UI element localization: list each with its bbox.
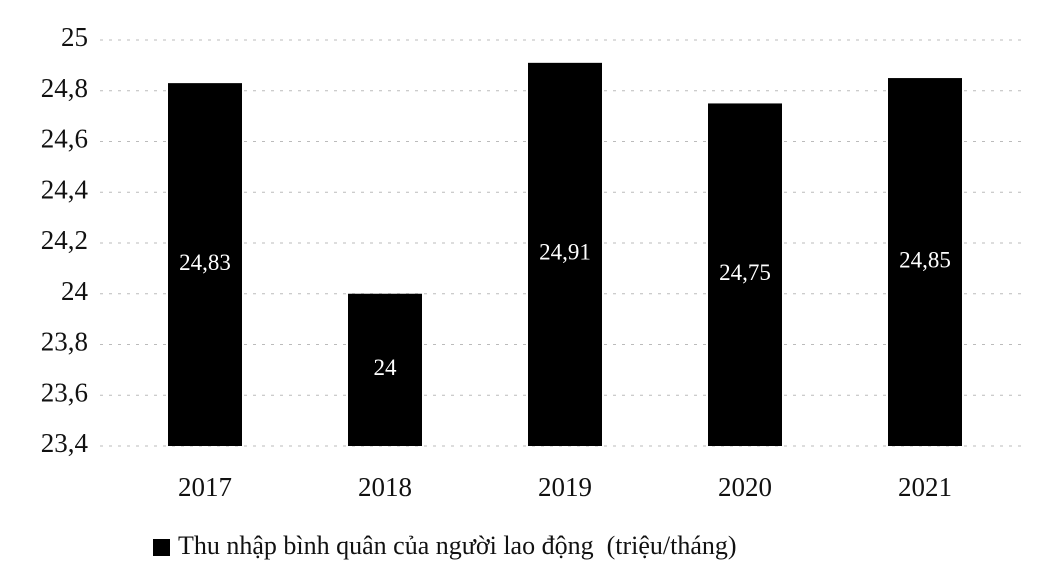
x-tick-label: 2021 bbox=[898, 472, 952, 502]
bar bbox=[528, 62, 602, 447]
y-tick-label: 24 bbox=[61, 276, 89, 306]
x-tick-label: 2019 bbox=[538, 472, 592, 502]
y-tick-label: 23,4 bbox=[41, 428, 89, 458]
data-label: 24,75 bbox=[719, 260, 771, 285]
data-label: 24,85 bbox=[899, 247, 951, 272]
y-tick-label: 24,2 bbox=[41, 225, 88, 255]
x-tick-label: 2020 bbox=[718, 472, 772, 502]
legend-label: Thu nhập bình quân của người lao động (t… bbox=[178, 531, 737, 560]
bar bbox=[888, 78, 962, 446]
data-label: 24 bbox=[374, 355, 398, 380]
bar bbox=[348, 293, 422, 446]
y-tick-label: 24,6 bbox=[41, 124, 88, 154]
y-tick-label: 24,8 bbox=[41, 73, 88, 103]
bar bbox=[168, 83, 242, 446]
x-tick-label: 2018 bbox=[358, 472, 412, 502]
bar bbox=[708, 103, 782, 446]
x-tick-label: 2017 bbox=[178, 472, 232, 502]
data-label: 24,91 bbox=[539, 240, 591, 265]
legend-swatch bbox=[153, 539, 170, 556]
y-tick-label: 23,8 bbox=[41, 327, 88, 357]
data-label: 24,83 bbox=[179, 250, 231, 275]
y-tick-label: 23,6 bbox=[41, 377, 88, 407]
y-tick-label: 25 bbox=[61, 22, 88, 52]
y-tick-label: 24,4 bbox=[41, 174, 89, 204]
